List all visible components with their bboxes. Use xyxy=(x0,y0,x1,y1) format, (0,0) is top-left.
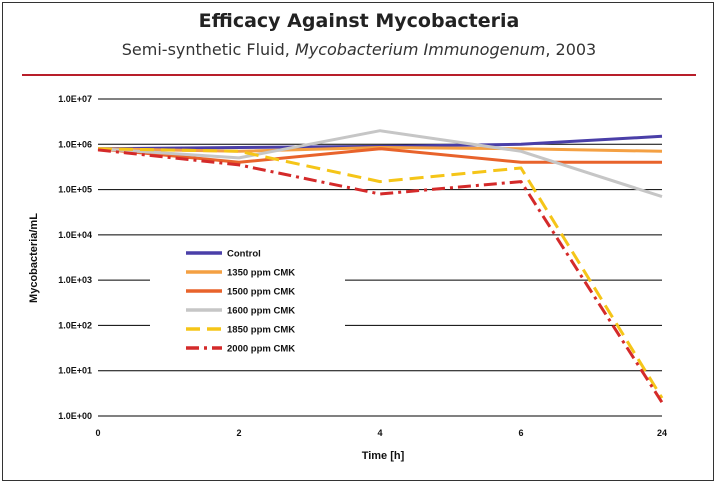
subtitle-suffix: , 2003 xyxy=(545,40,597,59)
x-tick-label: 6 xyxy=(518,428,523,438)
grid-lines xyxy=(98,98,662,417)
x-axis: 0 2 4 6 24 xyxy=(95,428,667,438)
y-axis: 1.0E+00 1.0E+01 1.0E+02 1.0E+03 1.0E+04 1.0E+… xyxy=(58,94,92,421)
legend-label: 2000 ppm CMK xyxy=(227,344,295,355)
x-axis-title: Time [h] xyxy=(362,450,405,462)
legend: Control 1350 ppm CMK 1500 ppm CMK 1600 ppm … xyxy=(186,249,295,355)
legend-label: 1350 ppm CMK xyxy=(227,268,295,279)
subtitle-organism: Mycobacterium Immunogenum xyxy=(294,40,546,59)
series-lines xyxy=(97,129,664,404)
y-tick-label: 1.0E+01 xyxy=(58,366,92,376)
legend-label: 1850 ppm CMK xyxy=(227,325,295,336)
title-rule xyxy=(22,74,696,76)
x-tick-label: 0 xyxy=(95,428,100,438)
y-tick-label: 1.0E+06 xyxy=(58,139,92,149)
y-tick-label: 1.0E+00 xyxy=(58,411,92,421)
legend-label: 1500 ppm CMK xyxy=(227,287,295,298)
x-tick-label: 2 xyxy=(236,428,241,438)
legend-label: Control xyxy=(227,249,261,260)
y-tick-label: 1.0E+04 xyxy=(58,230,92,240)
subtitle-prefix: Semi-synthetic Fluid, xyxy=(121,40,295,59)
series-line-2000-ppm-cmk xyxy=(97,148,664,404)
x-tick-label: 4 xyxy=(377,428,382,438)
chart-subtitle: Semi-synthetic Fluid, Mycobacterium Immu… xyxy=(0,40,718,59)
chart-frame xyxy=(2,2,714,481)
series-line-1850-ppm-cmk xyxy=(97,147,664,399)
y-tick-label: 1.0E+05 xyxy=(58,185,92,195)
legend-label: 1600 ppm CMK xyxy=(227,306,295,317)
chart-title: Efficacy Against Mycobacteria xyxy=(198,10,520,32)
y-tick-label: 1.0E+02 xyxy=(58,320,92,330)
x-tick-label: 24 xyxy=(657,428,667,438)
y-tick-label: 1.0E+07 xyxy=(58,94,92,104)
series-line-1500-ppm-cmk xyxy=(97,147,662,164)
y-axis-title: Mycobacteria/mL xyxy=(28,213,40,303)
series-line-1600-ppm-cmk xyxy=(97,129,663,199)
y-tick-label: 1.0E+03 xyxy=(58,275,92,285)
